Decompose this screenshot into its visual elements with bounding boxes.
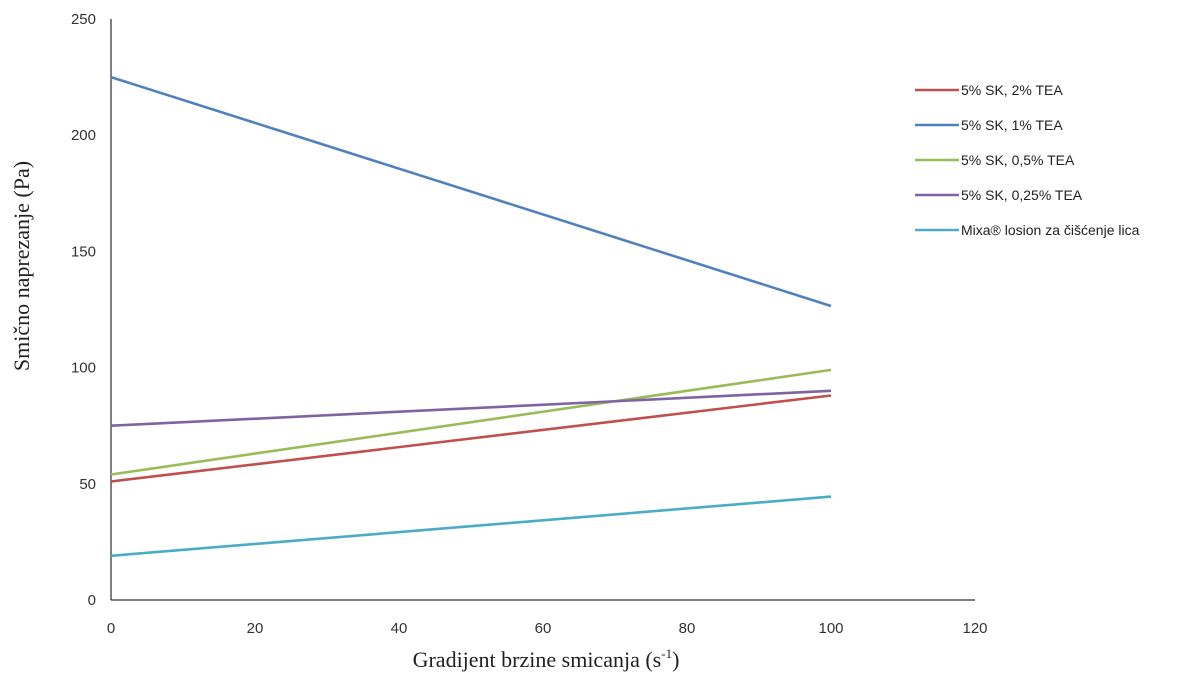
x-tick-label: 20 <box>247 620 264 637</box>
y-tick-label: 150 <box>71 243 96 260</box>
x-tick-label: 40 <box>391 620 408 637</box>
series-line <box>110 368 832 476</box>
legend-label: 5% SK, 0,25% TEA <box>961 187 1083 203</box>
x-tick-label: 80 <box>679 620 696 637</box>
legend-label: Mixa® losion za čišćenje lica <box>961 222 1140 238</box>
y-axis-title: Smično naprezanje (Pa) <box>9 161 34 371</box>
legend: 5% SK, 2% TEA 5% SK, 1% TEA 5% SK, 0,5% TE… <box>915 82 1140 238</box>
x-axis-title: Gradijent brzine smicanja (s-1) <box>413 646 680 672</box>
x-axis-title-main: Gradijent brzine smicanja (s <box>413 647 662 672</box>
y-tick-label: 200 <box>71 127 96 144</box>
legend-label: 5% SK, 1% TEA <box>961 117 1063 133</box>
x-tick-label: 60 <box>535 620 552 637</box>
series-line <box>110 389 832 427</box>
x-tick-label: 100 <box>818 620 843 637</box>
y-tick-label: 0 <box>88 592 96 609</box>
axes <box>110 19 975 601</box>
x-tick-label: 120 <box>962 620 987 637</box>
series-line <box>110 75 832 308</box>
legend-label: 5% SK, 2% TEA <box>961 82 1063 98</box>
legend-label: 5% SK, 0,5% TEA <box>961 152 1075 168</box>
series-line <box>110 495 832 558</box>
series-line <box>110 394 832 483</box>
y-tick-label: 50 <box>79 476 96 493</box>
y-tick-label: 250 <box>71 11 96 28</box>
x-axis-title-sup: -1 <box>661 646 672 661</box>
tick-labels: 0 50 100 150 200 250 0 20 40 60 80 100 120 <box>71 11 988 637</box>
x-axis-title-end: ) <box>672 647 679 672</box>
series-layer <box>110 75 832 558</box>
x-tick-label: 0 <box>107 620 115 637</box>
y-tick-label: 100 <box>71 360 96 377</box>
